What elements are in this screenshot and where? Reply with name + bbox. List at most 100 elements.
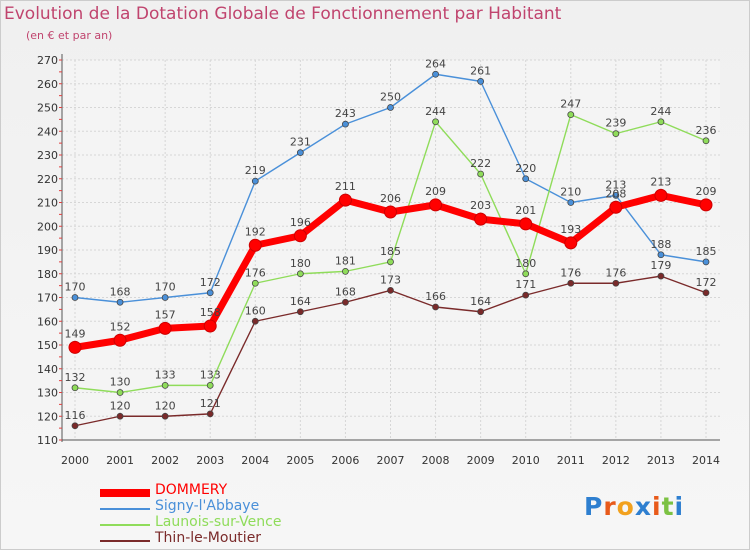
data-point (71, 294, 79, 301)
data-point (657, 251, 665, 259)
data-label: 157 (155, 308, 176, 321)
data-label: 250 (380, 91, 401, 104)
data-label: 176 (560, 266, 581, 279)
data-label: 120 (155, 399, 176, 412)
data-label: 180 (515, 257, 536, 270)
data-point (522, 291, 530, 299)
logo-letter: i (674, 492, 685, 521)
x-tick-label: 2008 (422, 454, 450, 467)
logo-letter: i (652, 492, 662, 521)
legend-swatch (100, 489, 150, 497)
data-label: 203 (470, 199, 491, 212)
y-tick-label: 260 (37, 78, 58, 91)
y-tick-label: 120 (37, 410, 58, 423)
data-label: 172 (200, 276, 221, 289)
logo-letter: r (603, 492, 617, 521)
x-tick-label: 2011 (557, 454, 585, 467)
data-label: 209 (425, 185, 446, 198)
y-tick-label: 140 (37, 363, 58, 376)
x-tick-label: 2009 (467, 454, 495, 467)
data-point (251, 279, 259, 287)
data-point (699, 198, 713, 212)
x-tick-label: 2007 (377, 454, 405, 467)
data-label: 176 (605, 266, 626, 279)
data-label: 179 (650, 259, 671, 272)
x-tick-label: 2002 (151, 454, 179, 467)
y-tick-label: 170 (37, 292, 58, 305)
legend-swatch (100, 524, 150, 526)
data-point (251, 177, 259, 185)
data-point (342, 267, 349, 275)
data-point (702, 258, 710, 266)
data-label: 173 (380, 273, 401, 286)
logo-letter: P (584, 492, 604, 521)
x-tick-label: 2000 (61, 454, 89, 467)
data-label: 222 (470, 157, 491, 170)
data-point (206, 381, 214, 389)
data-point (702, 137, 710, 145)
y-tick-label: 130 (37, 387, 58, 400)
data-label: 244 (650, 105, 671, 118)
proxiti-logo: Proxiti (584, 492, 684, 521)
x-tick-label: 2006 (331, 454, 359, 467)
data-point (293, 229, 307, 243)
data-point (161, 412, 169, 420)
data-label: 149 (65, 327, 86, 340)
data-label: 219 (245, 164, 266, 177)
x-tick-label: 2004 (241, 454, 269, 467)
data-point (657, 118, 665, 126)
y-tick-label: 230 (37, 149, 58, 162)
data-point (432, 70, 439, 78)
data-label: 171 (515, 278, 536, 291)
data-point (387, 104, 394, 111)
x-tick-label: 2012 (602, 454, 630, 467)
data-label: 213 (650, 175, 671, 188)
data-point (657, 272, 665, 280)
data-label: 133 (155, 368, 176, 381)
x-tick-label: 2014 (692, 454, 720, 467)
data-label: 181 (335, 254, 356, 267)
data-point (116, 412, 124, 420)
data-label: 164 (290, 295, 311, 308)
x-tick-label: 2003 (196, 454, 224, 467)
data-point (429, 198, 443, 212)
data-label: 160 (245, 304, 266, 317)
data-label: 180 (290, 257, 311, 270)
data-point (203, 319, 217, 333)
data-point (342, 298, 349, 306)
data-label: 166 (425, 290, 446, 303)
data-point (296, 149, 304, 157)
data-point (116, 389, 124, 396)
x-tick-label: 2013 (647, 454, 675, 467)
data-label: 243 (335, 107, 356, 120)
y-tick-label: 210 (37, 197, 58, 210)
chart-title: Evolution de la Dotation Globale de Fonc… (4, 4, 562, 24)
legend-label: Signy-l'Abbaye (155, 498, 260, 514)
logo-letter: t (661, 492, 675, 521)
data-label: 116 (65, 409, 86, 422)
data-label: 211 (335, 180, 356, 193)
data-point (161, 381, 169, 389)
data-label: 130 (110, 376, 131, 389)
y-tick-label: 270 (37, 54, 58, 67)
data-label: 201 (515, 204, 536, 217)
y-tick-label: 220 (37, 173, 58, 186)
data-label: 152 (110, 320, 131, 333)
data-point (564, 236, 578, 250)
y-tick-label: 200 (37, 220, 58, 233)
legend-label: DOMMERY (155, 482, 228, 498)
data-label: 185 (696, 245, 717, 258)
x-tick-label: 2010 (512, 454, 540, 467)
data-label: 192 (245, 225, 266, 238)
data-point (158, 321, 172, 335)
data-point (161, 294, 169, 301)
y-tick-label: 110 (37, 434, 58, 447)
data-point (477, 170, 485, 178)
data-point (522, 175, 530, 183)
data-point (342, 120, 349, 128)
data-label: 231 (290, 136, 311, 149)
y-tick-label: 180 (37, 268, 58, 281)
data-point (248, 238, 262, 252)
data-point (654, 188, 668, 202)
